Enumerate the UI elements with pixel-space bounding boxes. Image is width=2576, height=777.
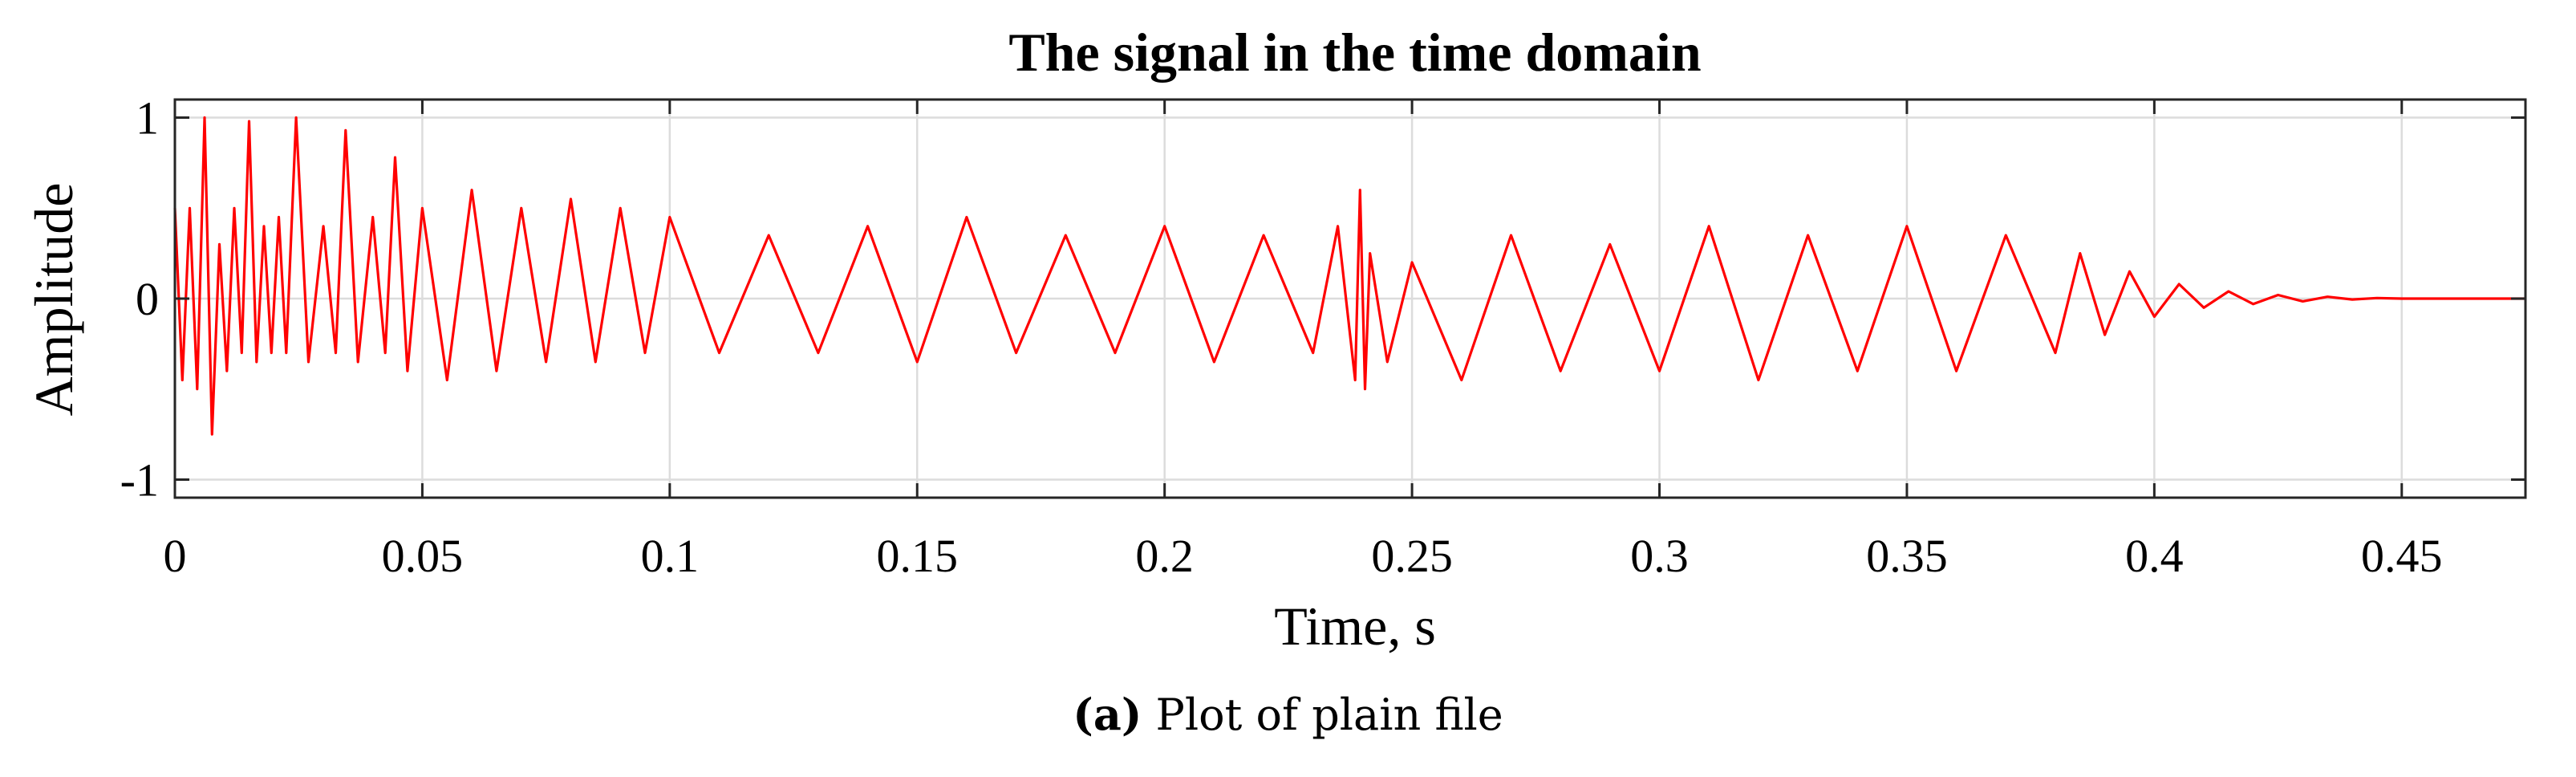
grid-lines bbox=[175, 100, 2525, 498]
y-tick-labels: 1 0 -1 bbox=[120, 92, 159, 506]
caption-text: Plot of plain file bbox=[1142, 690, 1503, 740]
x-tick-label: 0.2 bbox=[1135, 530, 1194, 582]
x-tick-label: 0.15 bbox=[877, 530, 959, 582]
x-tick-label: 0.45 bbox=[2361, 530, 2443, 582]
x-tick-label: 0.35 bbox=[1866, 530, 1948, 582]
x-axis-label: Time, s bbox=[1274, 596, 1436, 657]
x-tick-label: 0.3 bbox=[1630, 530, 1689, 582]
y-tick-label: 0 bbox=[136, 273, 159, 325]
x-tick-label: 0 bbox=[164, 530, 187, 582]
x-tick-label: 0.05 bbox=[382, 530, 464, 582]
y-axis-label: Amplitude bbox=[23, 183, 84, 417]
y-tick-label: 1 bbox=[136, 92, 159, 144]
x-tick-label: 0.1 bbox=[641, 530, 700, 582]
x-tick-label: 0.25 bbox=[1371, 530, 1453, 582]
x-tick-label: 0.4 bbox=[2125, 530, 2184, 582]
figure-caption: (a) Plot of plain file bbox=[0, 689, 2576, 740]
tick-marks bbox=[173, 100, 2525, 498]
y-tick-label: -1 bbox=[120, 454, 159, 506]
caption-label: (a) bbox=[1073, 689, 1142, 740]
chart-title: The signal in the time domain bbox=[1008, 22, 1701, 83]
series-line-signal bbox=[173, 116, 2525, 436]
x-tick-labels: 0 0.05 0.1 0.15 0.2 0.25 0.3 0.35 0.4 0.45 bbox=[164, 530, 2443, 582]
